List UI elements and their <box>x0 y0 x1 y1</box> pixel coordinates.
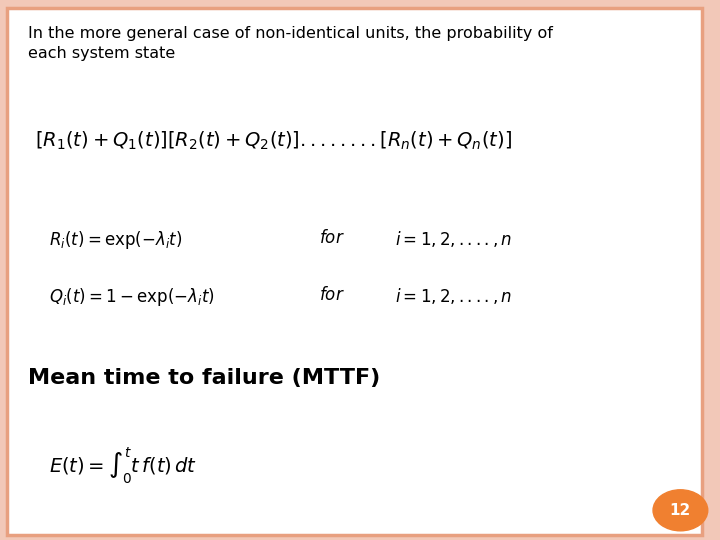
Text: Mean time to failure (MTTF): Mean time to failure (MTTF) <box>28 368 380 388</box>
Text: $[R_1(t)+Q_1(t)][R_2(t)+Q_2(t)]........[R_n(t)+Q_n(t)]$: $[R_1(t)+Q_1(t)][R_2(t)+Q_2(t)]........[… <box>35 130 512 152</box>
Text: In the more general case of non-identical units, the probability of
each system : In the more general case of non-identica… <box>28 26 553 61</box>
Text: $i=1,2,....,n$: $i=1,2,....,n$ <box>395 228 512 248</box>
Text: $for$: $for$ <box>318 228 344 247</box>
Text: 12: 12 <box>670 503 691 518</box>
Text: $for$: $for$ <box>318 286 344 303</box>
Text: $E(t)=\int_0^t t\,f(t)\,dt$: $E(t)=\int_0^t t\,f(t)\,dt$ <box>49 446 197 487</box>
Text: $R_i(t)=\mathrm{exp}(-\lambda_i t)$: $R_i(t)=\mathrm{exp}(-\lambda_i t)$ <box>49 228 182 251</box>
Text: $i=1,2,....,n$: $i=1,2,....,n$ <box>395 286 512 306</box>
Text: $Q_i(t)=1-\mathrm{exp}(-\lambda_i t)$: $Q_i(t)=1-\mathrm{exp}(-\lambda_i t)$ <box>49 286 215 308</box>
